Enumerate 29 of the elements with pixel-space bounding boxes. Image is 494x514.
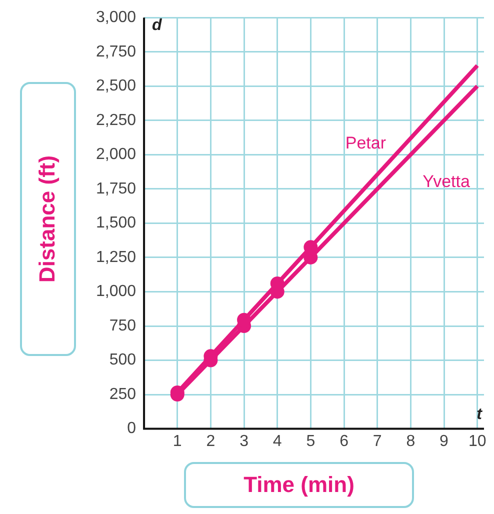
x-tick-label: 10 [468, 432, 486, 450]
x-tick-label: 4 [272, 432, 282, 450]
y-tick-label: 3,000 [96, 9, 136, 26]
y-tick-label: 2,250 [96, 112, 136, 129]
x-tick-label: 9 [440, 432, 449, 450]
x-axis-title: Time (min) [244, 472, 354, 498]
x-tick-label: 3 [240, 432, 249, 450]
annotation: t [476, 406, 483, 424]
x-tick-label: 2 [206, 432, 216, 450]
x-tick-label: 5 [306, 432, 316, 450]
x-tick-label: 1 [172, 432, 182, 450]
y-tick-label: 1,500 [96, 214, 136, 232]
x-tick-label: 7 [372, 432, 382, 450]
y-tick-label: 1,750 [96, 180, 136, 198]
y-tick-label: 2,500 [96, 78, 136, 95]
x-tick-label: 6 [340, 432, 349, 450]
y-axis-title: Distance (ft) [35, 155, 61, 283]
y-tick-label: 1,250 [96, 248, 136, 266]
series-label: Petar [345, 134, 386, 153]
annotation: d [152, 17, 164, 34]
series-label: Yvetta [422, 172, 470, 192]
y-tick-label: 750 [109, 317, 136, 334]
y-tick-label: 500 [109, 352, 136, 369]
y-tick-label: 2,750 [96, 43, 136, 60]
y-tick-label: 1,000 [96, 283, 136, 300]
y-tick-label: 2,000 [96, 146, 136, 164]
x-tick-label: 8 [406, 432, 416, 450]
y-tick-label: 0 [127, 420, 136, 438]
y-tick-label: 250 [109, 386, 136, 403]
